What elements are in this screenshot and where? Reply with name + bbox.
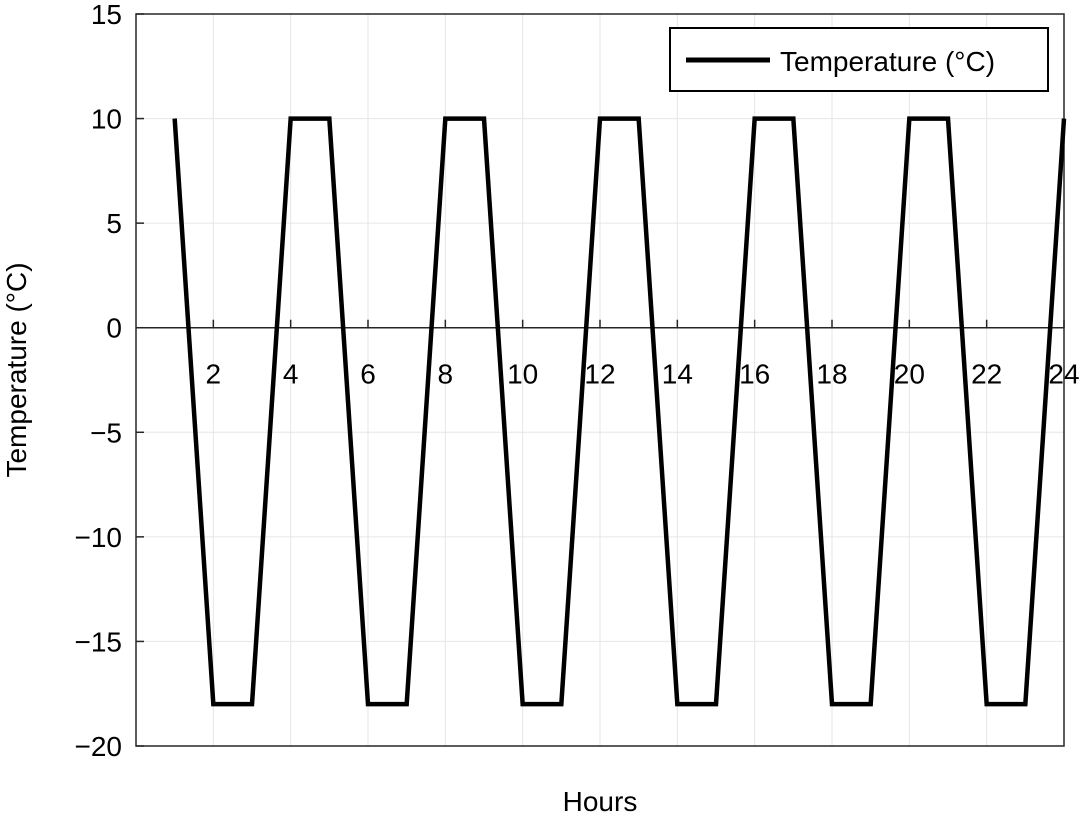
x-tick-label: 8 (438, 359, 454, 390)
x-tick-label: 6 (360, 359, 376, 390)
y-tick-label: −20 (75, 731, 123, 762)
x-tick-label: 16 (739, 359, 770, 390)
y-tick-label: −5 (90, 417, 122, 448)
x-axis-ticks: 2 4 6 8 10 12 14 16 18 20 22 24 (206, 319, 1080, 390)
y-tick-label: 0 (106, 313, 122, 344)
x-tick-label: 14 (662, 359, 693, 390)
y-axis-label: Temperature (°C) (1, 262, 32, 477)
y-tick-label: −15 (75, 626, 123, 657)
x-tick-label: 24 (1048, 359, 1079, 390)
y-tick-label: 10 (91, 104, 122, 135)
y-axis-ticks: 15 10 5 0 −5 −10 −15 −20 (75, 0, 144, 762)
x-tick-label: 2 (206, 359, 222, 390)
x-axis-label: Hours (563, 786, 638, 813)
y-tick-label: −10 (75, 522, 123, 553)
y-tick-label: 5 (106, 208, 122, 239)
series-line (172, 116, 1067, 707)
series-lines (172, 116, 1067, 707)
y-tick-label: 15 (91, 0, 122, 30)
legend: Temperature (°C) (669, 27, 1049, 92)
plot-area-frame (135, 13, 1065, 747)
legend-entry-label: Temperature (°C) (780, 46, 995, 77)
x-tick-label: 22 (971, 359, 1002, 390)
x-tick-label: 4 (283, 359, 299, 390)
x-tick-label: 20 (894, 359, 925, 390)
x-tick-label: 10 (507, 359, 538, 390)
x-tick-label: 12 (584, 359, 615, 390)
x-tick-label: 18 (816, 359, 847, 390)
